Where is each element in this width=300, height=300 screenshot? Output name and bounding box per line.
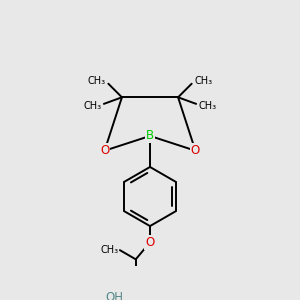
Text: O: O xyxy=(146,236,154,249)
Text: O: O xyxy=(191,144,200,157)
Text: B: B xyxy=(146,129,154,142)
Text: CH₃: CH₃ xyxy=(88,76,106,86)
Text: CH₃: CH₃ xyxy=(194,76,212,86)
Text: CH₃: CH₃ xyxy=(100,245,118,255)
Text: CH₃: CH₃ xyxy=(199,101,217,111)
Text: OH: OH xyxy=(105,291,123,300)
Text: O: O xyxy=(100,144,109,157)
Text: CH₃: CH₃ xyxy=(83,101,101,111)
